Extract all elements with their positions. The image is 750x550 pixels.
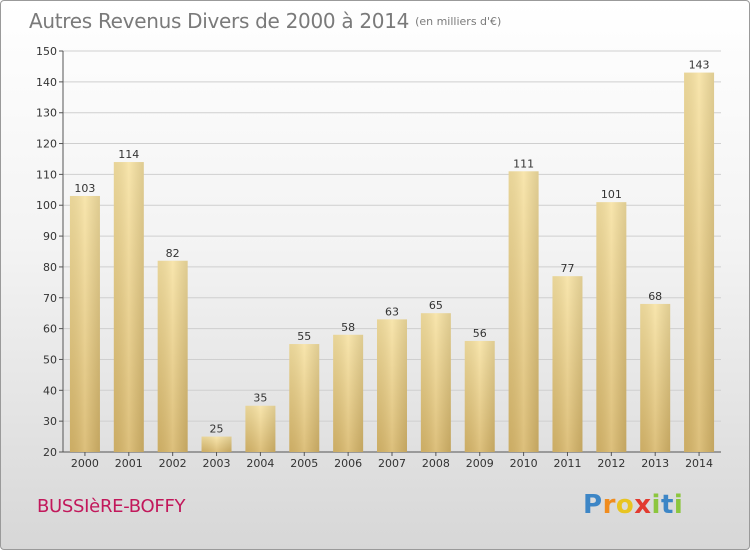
logo-letter: t xyxy=(660,490,674,520)
x-tick-label: 2011 xyxy=(553,457,581,470)
bar-shade xyxy=(684,72,715,452)
chart-title: Autres Revenus Divers de 2000 à 2014 xyxy=(29,9,410,33)
bar-shade xyxy=(420,313,451,452)
x-tick-label: 2006 xyxy=(334,457,362,470)
y-tick-label: 60 xyxy=(43,323,57,336)
x-tick-label: 2000 xyxy=(71,457,99,470)
value-label: 77 xyxy=(560,262,574,275)
bars xyxy=(69,72,715,453)
logo-letter: o xyxy=(615,490,635,520)
y-tick-label: 20 xyxy=(43,446,57,459)
bar-shade xyxy=(201,436,232,452)
value-label: 143 xyxy=(689,59,710,72)
location-name: BUSSIèRE-BOFFY xyxy=(37,496,186,517)
value-label: 101 xyxy=(601,188,622,201)
value-label: 65 xyxy=(429,299,443,312)
value-label: 58 xyxy=(341,321,355,334)
x-tick-label: 2002 xyxy=(159,457,187,470)
value-label: 111 xyxy=(513,157,534,170)
value-label: 63 xyxy=(385,305,399,318)
y-tick-label: 30 xyxy=(43,415,57,428)
bar-shade xyxy=(464,340,495,452)
bar-shade xyxy=(508,171,539,453)
y-tick-label: 120 xyxy=(36,138,57,151)
x-tick-label: 2012 xyxy=(597,457,625,470)
chart-subtitle: (en milliers d'€) xyxy=(415,15,502,28)
proxiti-logo: Proxiti xyxy=(583,490,683,520)
y-tick-label: 100 xyxy=(36,199,57,212)
y-tick-label: 70 xyxy=(43,292,57,305)
value-label: 103 xyxy=(74,182,95,195)
value-label: 114 xyxy=(118,148,139,161)
value-labels: 103 114 82 25 35 55 58 63 65 56 111 77 101 68 143 xyxy=(74,59,709,436)
value-label: 68 xyxy=(648,290,662,303)
value-label: 56 xyxy=(473,327,487,340)
logo-letter: i xyxy=(651,490,661,520)
y-tick-label: 130 xyxy=(36,107,57,120)
bar-shade xyxy=(552,276,583,452)
bar-shade xyxy=(377,319,407,452)
value-label: 82 xyxy=(166,247,180,260)
y-tick-label: 90 xyxy=(43,230,57,243)
x-tick-label: 2008 xyxy=(422,457,450,470)
y-tick-label: 40 xyxy=(43,384,57,397)
x-tick-label: 2010 xyxy=(510,457,538,470)
y-tick-label: 140 xyxy=(36,76,57,89)
logo-letter: P xyxy=(583,490,603,520)
y-tick-label: 110 xyxy=(36,168,57,181)
bar-shade xyxy=(640,303,671,452)
logo-letter: i xyxy=(673,490,684,520)
value-label: 55 xyxy=(297,330,311,343)
y-tick-label: 150 xyxy=(36,45,57,58)
x-tick-label: 2003 xyxy=(203,457,231,470)
y-tick-label: 50 xyxy=(43,353,57,366)
bar-shade xyxy=(157,260,188,452)
logo-letter: x xyxy=(634,490,652,520)
x-tick-label: 2013 xyxy=(641,457,669,470)
x-tick-label: 2007 xyxy=(378,457,406,470)
axes: 20 30 40 50 60 70 80 90 100 110 120 130 140 150 2000 20… xyxy=(36,45,721,470)
bar-shade xyxy=(289,344,320,452)
bar-shade xyxy=(113,162,144,453)
x-tick-label: 2001 xyxy=(115,457,143,470)
x-tick-label: 2014 xyxy=(685,457,713,470)
value-label: 25 xyxy=(210,423,224,436)
x-tick-label: 2004 xyxy=(246,457,274,470)
bar-shade xyxy=(333,334,364,452)
chart-title-block: Autres Revenus Divers de 2000 à 2014 (en … xyxy=(29,9,501,33)
x-tick-label: 2005 xyxy=(290,457,318,470)
y-tick-label: 80 xyxy=(43,261,57,274)
bar-shade xyxy=(596,202,627,452)
x-tick-label: 2009 xyxy=(466,457,494,470)
value-label: 35 xyxy=(253,392,267,405)
bar-shade xyxy=(69,195,100,452)
logo-letter: r xyxy=(602,490,616,520)
bar-shade xyxy=(245,405,276,452)
